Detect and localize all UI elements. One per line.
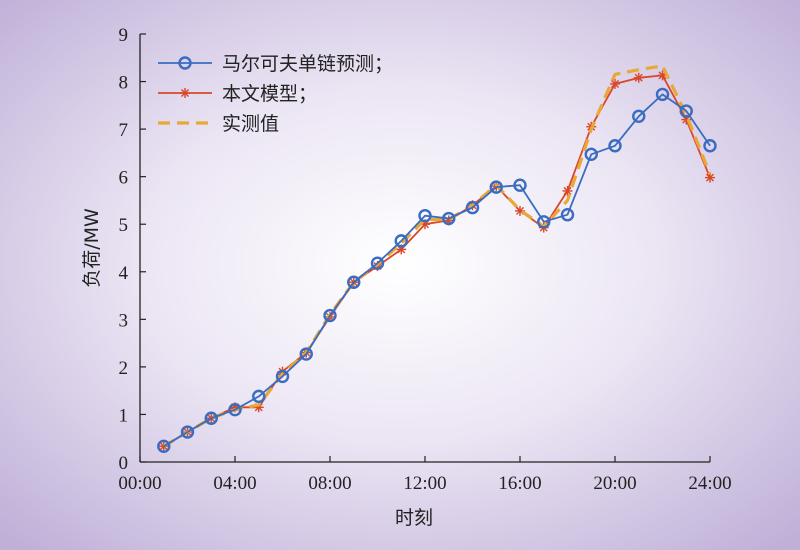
- x-tick-label: 20:00: [593, 473, 636, 494]
- series-line: [162, 64, 712, 448]
- data-point: [679, 104, 693, 118]
- data-point: [323, 308, 337, 323]
- data-point: [252, 389, 266, 404]
- data-point: [180, 425, 195, 439]
- data-point: [204, 411, 218, 425]
- data-point: [489, 180, 503, 194]
- data-point: [465, 200, 480, 215]
- legend-item-1: 马尔可夫单链预测；: [158, 53, 393, 75]
- x-tick-label: 08:00: [308, 473, 351, 494]
- data-point: [633, 72, 644, 83]
- data-point: [562, 185, 573, 196]
- x-tick-label: 24:00: [688, 473, 731, 494]
- axes: 0 1 2 3 4 5 6 7 8 9 00:00 04:00 08:00 12:00 16:00 20:00…: [118, 25, 731, 494]
- data-point: [560, 208, 575, 222]
- x-tick-label: 00:00: [118, 473, 161, 494]
- y-tick-label: 0: [119, 453, 129, 474]
- legend-label: 本文模型；: [222, 83, 317, 105]
- legend-item-2: 本文模型；: [158, 83, 317, 105]
- x-axis-title: 时刻: [395, 507, 433, 529]
- series-3: [162, 64, 712, 448]
- data-point: [442, 211, 456, 226]
- data-point: [228, 402, 242, 417]
- data-point: [418, 208, 432, 223]
- x-tick-label: 16:00: [498, 473, 541, 494]
- data-point: [347, 275, 361, 289]
- data-point: [370, 256, 385, 270]
- legend: 马尔可夫单链预测； 本文模型； 实测值: [158, 53, 393, 135]
- y-tick-label: 8: [119, 73, 129, 94]
- data-point: [537, 215, 551, 229]
- y-tick-label: 6: [119, 168, 129, 189]
- y-tick-label: 1: [119, 405, 129, 426]
- y-axis-title: 负荷/MW: [81, 208, 103, 288]
- y-tick-label: 7: [119, 120, 129, 141]
- x-tick-label: 12:00: [403, 473, 446, 494]
- y-tick-label: 2: [119, 358, 129, 379]
- data-point: [584, 147, 598, 162]
- data-point: [275, 369, 290, 384]
- data-point: [703, 139, 717, 153]
- data-point: [157, 439, 171, 454]
- y-tick-label: 3: [119, 310, 129, 331]
- y-tick-label: 9: [119, 25, 129, 46]
- y-tick-label: 4: [119, 263, 129, 284]
- series-group: [157, 64, 717, 454]
- legend-label: 实测值: [222, 113, 279, 135]
- data-point: [513, 178, 527, 192]
- data-point: [299, 347, 313, 361]
- data-point: [655, 87, 670, 102]
- data-point: [394, 234, 408, 248]
- legend-marker: [178, 56, 192, 70]
- legend-item-3: 实测值: [158, 113, 279, 135]
- legend-label: 马尔可夫单链预测；: [222, 53, 393, 75]
- y-tick-label: 5: [119, 215, 129, 236]
- legend-marker: [180, 88, 190, 98]
- x-tick-label: 04:00: [213, 473, 256, 494]
- data-point: [610, 78, 620, 89]
- data-point: [632, 109, 646, 123]
- series-1: [157, 87, 717, 454]
- data-point: [608, 139, 622, 153]
